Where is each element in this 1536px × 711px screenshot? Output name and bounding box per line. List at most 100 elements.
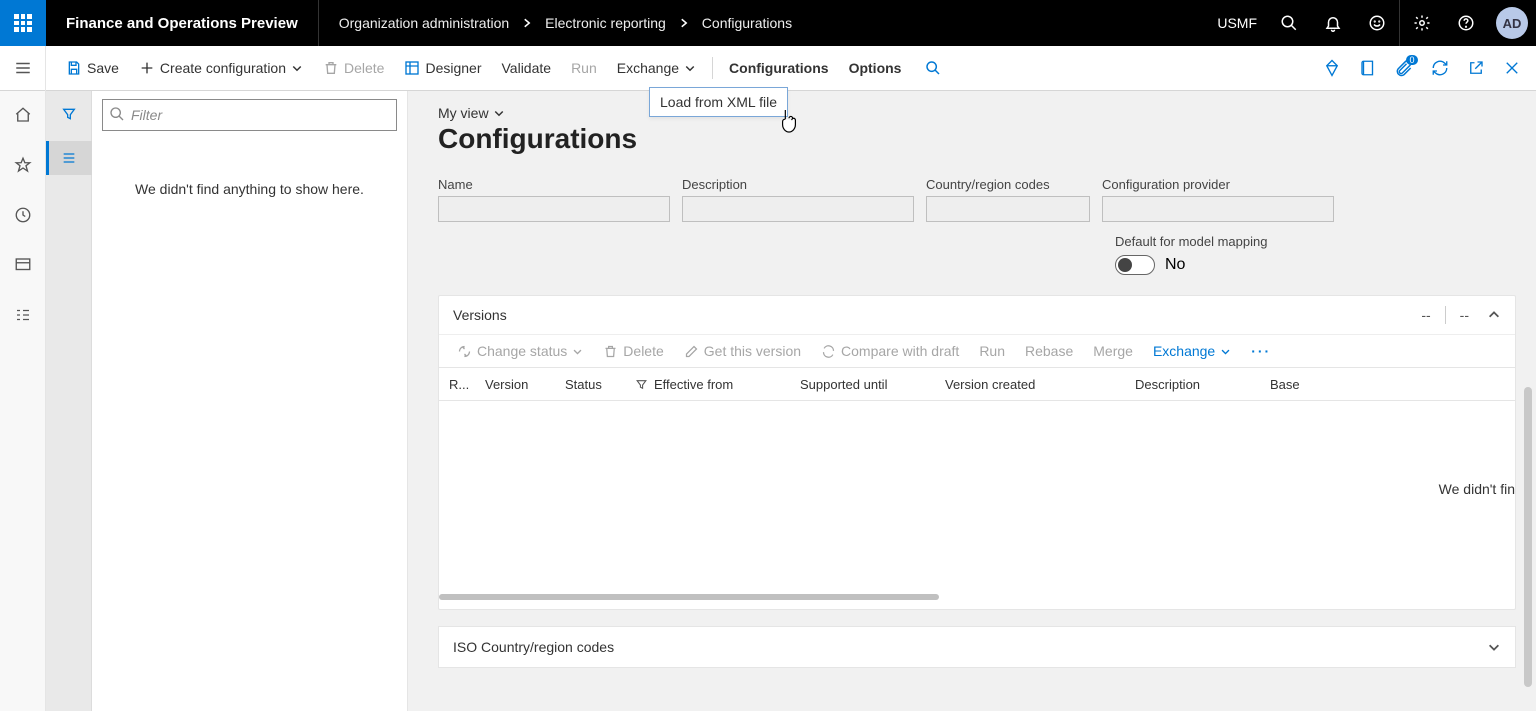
validate-button[interactable]: Validate — [492, 46, 562, 91]
chevron-down-icon — [493, 107, 505, 119]
compare-button[interactable]: Compare with draft — [811, 339, 969, 363]
scrollbar-thumb[interactable] — [439, 594, 939, 600]
description-label: Description — [682, 177, 914, 192]
refresh-icon[interactable] — [1422, 46, 1458, 91]
workspace-icon[interactable] — [0, 249, 46, 281]
configurations-label: Configurations — [729, 60, 829, 76]
brand-title: Finance and Operations Preview — [46, 0, 319, 46]
refresh-icon — [821, 344, 836, 359]
get-version-button[interactable]: Get this version — [674, 339, 811, 363]
versions-exchange-button[interactable]: Exchange — [1143, 339, 1241, 363]
run-label: Run — [571, 60, 597, 76]
field-country: Country/region codes — [926, 177, 1090, 222]
chevron-down-icon — [291, 62, 303, 74]
default-mapping-toggle[interactable] — [1115, 255, 1155, 275]
iso-header[interactable]: ISO Country/region codes — [439, 627, 1515, 667]
versions-card: Versions -- -- Change status Dele — [438, 295, 1516, 610]
filter-tab-icon[interactable] — [46, 97, 92, 131]
view-selector[interactable]: My view — [438, 105, 1516, 121]
grid-horizontal-scrollbar[interactable] — [439, 591, 1515, 603]
exchange-dropdown: Load from XML file — [649, 87, 788, 117]
breadcrumb-item[interactable]: Configurations — [702, 15, 792, 31]
user-avatar[interactable]: AD — [1496, 7, 1528, 39]
name-input[interactable] — [438, 196, 670, 222]
col-r[interactable]: R... — [439, 377, 475, 392]
popout-icon[interactable] — [1458, 46, 1494, 91]
attach-count: 0 — [1406, 55, 1417, 65]
breadcrumb-item[interactable]: Electronic reporting — [545, 15, 666, 31]
col-effective[interactable]: Effective from — [625, 377, 790, 392]
body: We didn't find anything to show here. My… — [0, 91, 1536, 711]
create-configuration-button[interactable]: Create configuration — [129, 46, 313, 91]
view-label: My view — [438, 105, 489, 121]
scrollbar-thumb[interactable] — [1524, 387, 1532, 687]
col-created[interactable]: Version created — [935, 377, 1125, 392]
options-nav[interactable]: Options — [839, 46, 912, 91]
filter-input[interactable] — [102, 99, 397, 131]
topbar-right: USMF AD — [1207, 0, 1536, 46]
versions-grid-header: R... Version Status Effective from Suppo… — [439, 367, 1515, 401]
search-icon — [109, 106, 125, 122]
nav-rail — [0, 91, 46, 711]
provider-label: Configuration provider — [1102, 177, 1334, 192]
home-icon[interactable] — [0, 99, 46, 131]
col-description[interactable]: Description — [1125, 377, 1260, 392]
versions-run-button[interactable]: Run — [969, 339, 1015, 363]
col-status[interactable]: Status — [555, 377, 625, 392]
main-pane: My view Configurations Name Description … — [408, 91, 1536, 711]
rebase-button[interactable]: Rebase — [1015, 339, 1083, 363]
list-pane: We didn't find anything to show here. — [92, 91, 408, 711]
exchange-button[interactable]: Exchange — [607, 46, 706, 91]
book-icon[interactable] — [1350, 46, 1386, 91]
gear-icon[interactable] — [1400, 0, 1444, 46]
provider-input[interactable] — [1102, 196, 1334, 222]
field-name: Name — [438, 177, 670, 222]
delete-button[interactable]: Delete — [313, 46, 394, 91]
col-supported[interactable]: Supported until — [790, 377, 935, 392]
help-icon[interactable] — [1444, 0, 1488, 46]
run-button[interactable]: Run — [561, 46, 607, 91]
company-code[interactable]: USMF — [1207, 15, 1267, 31]
versions-delete-button[interactable]: Delete — [593, 339, 673, 363]
diamond-icon[interactable] — [1314, 46, 1350, 91]
designer-button[interactable]: Designer — [394, 46, 491, 91]
versions-header[interactable]: Versions -- -- — [439, 296, 1515, 334]
hamburger-icon[interactable] — [0, 46, 46, 91]
col-base[interactable]: Base — [1260, 377, 1340, 392]
configurations-nav[interactable]: Configurations — [719, 46, 839, 91]
list-tab-icon[interactable] — [46, 141, 92, 175]
main-vertical-scrollbar[interactable] — [1524, 387, 1532, 707]
col-version[interactable]: Version — [475, 377, 555, 392]
bell-icon[interactable] — [1311, 0, 1355, 46]
save-button[interactable]: Save — [56, 46, 129, 91]
change-status-button[interactable]: Change status — [447, 339, 593, 363]
toggle-value: No — [1165, 256, 1185, 274]
toggle-row: Default for model mapping No — [1115, 234, 1516, 275]
clock-icon[interactable] — [0, 199, 46, 231]
versions-grid-body: We didn't fin — [439, 401, 1515, 591]
more-icon[interactable]: ··· — [1241, 343, 1281, 359]
save-icon — [66, 60, 82, 76]
load-from-xml-item[interactable]: Load from XML file — [660, 94, 777, 110]
action-search-icon[interactable] — [911, 60, 955, 76]
country-input[interactable] — [926, 196, 1090, 222]
attach-badge-icon[interactable]: 0 — [1386, 46, 1422, 91]
filter-wrapper — [102, 99, 397, 131]
chevron-right-icon — [678, 17, 690, 29]
star-icon[interactable] — [0, 149, 46, 181]
breadcrumb-item[interactable]: Organization administration — [339, 15, 509, 31]
waffle-icon — [14, 14, 32, 32]
app-launcher[interactable] — [0, 0, 46, 46]
search-icon[interactable] — [1267, 0, 1311, 46]
merge-button[interactable]: Merge — [1083, 339, 1143, 363]
modules-icon[interactable] — [0, 299, 46, 331]
create-label: Create configuration — [160, 60, 286, 76]
iso-card: ISO Country/region codes — [438, 626, 1516, 668]
versions-title: Versions — [453, 307, 507, 323]
validate-label: Validate — [502, 60, 552, 76]
description-input[interactable] — [682, 196, 914, 222]
chevron-down-icon — [1487, 640, 1501, 654]
close-icon[interactable] — [1494, 46, 1530, 91]
plus-icon — [139, 60, 155, 76]
smile-icon[interactable] — [1355, 0, 1399, 46]
